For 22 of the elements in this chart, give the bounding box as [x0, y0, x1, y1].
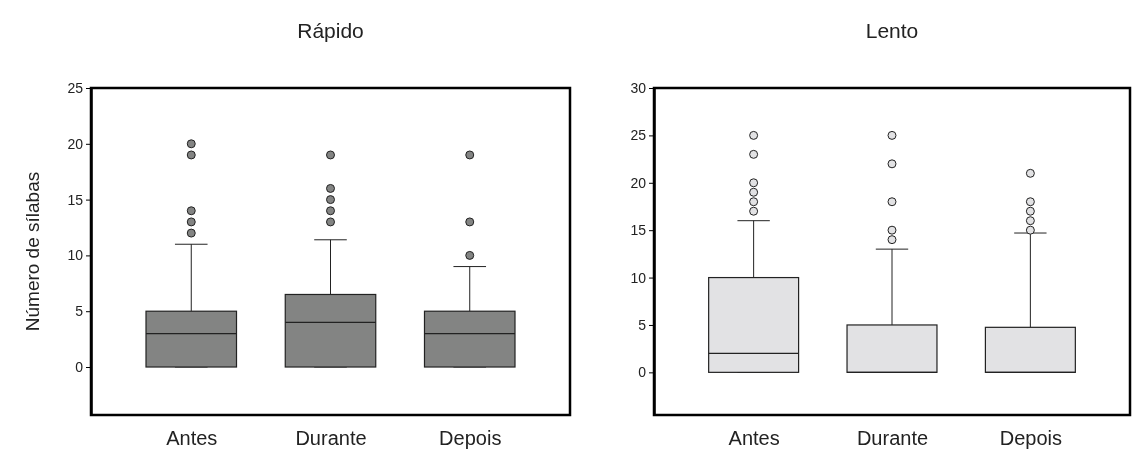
- y-tick-label: 10: [67, 247, 84, 264]
- y-tick-label: 0: [638, 364, 647, 381]
- y-tick-label: 30: [630, 79, 647, 96]
- x-tick-label: Antes: [166, 427, 218, 450]
- y-tick-label: 5: [75, 303, 84, 320]
- y-tick-label: 25: [67, 79, 84, 96]
- chart-title: Rápido: [297, 19, 364, 42]
- x-tick-label: Depois: [999, 427, 1062, 450]
- y-tick-label: 0: [75, 358, 84, 375]
- y-tick-label: 25: [630, 127, 647, 144]
- x-tick-label: Antes: [728, 427, 780, 450]
- x-tick-label: Durante: [295, 427, 367, 450]
- chart-title: Lento: [865, 19, 919, 42]
- y-tick-label: 20: [630, 174, 647, 191]
- y-axis-title: Número de sílabas: [22, 171, 43, 332]
- y-tick-label: 5: [638, 316, 647, 333]
- y-tick-label: 15: [67, 191, 84, 208]
- x-tick-label: Durante: [856, 427, 929, 450]
- y-tick-label: 20: [67, 135, 84, 152]
- y-tick-label: 15: [630, 222, 647, 239]
- x-tick-label: Depois: [439, 427, 502, 450]
- y-tick-label: 10: [630, 269, 647, 286]
